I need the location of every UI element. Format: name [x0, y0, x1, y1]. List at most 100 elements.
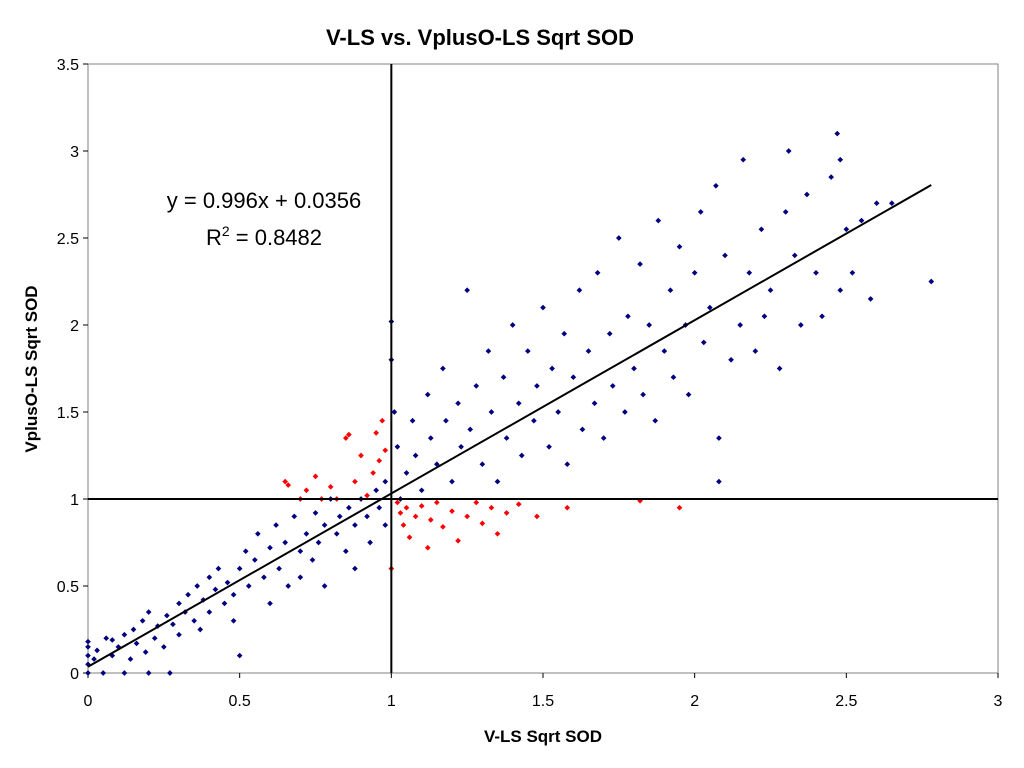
data-point [443, 417, 449, 424]
data-point [245, 583, 252, 589]
trendline-layer [87, 184, 932, 668]
data-point [412, 452, 419, 459]
data-point [312, 473, 319, 480]
data-point [700, 339, 707, 346]
data-point [121, 670, 128, 676]
x-tick-label: 1 [387, 693, 396, 710]
trendline-equation: y = 0.996x + 0.0356 [167, 188, 362, 213]
data-point [409, 417, 416, 424]
data-point [382, 447, 389, 454]
data-point [309, 557, 316, 563]
data-point [373, 430, 379, 436]
data-point [676, 243, 683, 250]
data-point [252, 557, 258, 563]
data-point [740, 156, 747, 163]
data-point [691, 269, 698, 276]
y-tick-label: 2 [70, 318, 79, 335]
data-point [109, 637, 116, 643]
data-point [382, 478, 389, 485]
data-point [418, 487, 425, 494]
data-point [622, 409, 628, 415]
plot-area [87, 63, 999, 674]
data-point [576, 287, 583, 294]
data-point [427, 517, 434, 523]
data-point [561, 330, 568, 337]
chart-title: V-LS vs. VplusO-LS Sqrt SOD [326, 25, 634, 50]
data-point [776, 365, 783, 372]
data-point [424, 391, 431, 398]
data-point [637, 261, 643, 267]
data-point [379, 417, 386, 424]
data-point [722, 252, 728, 259]
data-point [837, 287, 844, 294]
y-tick-label: 2.5 [57, 231, 79, 248]
data-point [473, 383, 480, 389]
data-point [828, 174, 834, 180]
data-point [285, 482, 292, 488]
data-point [176, 631, 182, 638]
data-point [455, 537, 461, 544]
y-tick-label: 3.5 [57, 57, 79, 74]
data-point [564, 504, 571, 511]
data-point [297, 548, 304, 555]
data-point [242, 548, 249, 555]
data-point [352, 565, 358, 572]
data-point [212, 586, 219, 593]
data-point [761, 313, 768, 320]
x-tick-label: 2.5 [835, 693, 857, 710]
data-point [343, 548, 349, 555]
data-point [194, 583, 201, 589]
data-point [367, 539, 373, 546]
data-point [515, 501, 522, 508]
data-point [327, 483, 334, 490]
data-point [282, 539, 288, 546]
data-point [255, 530, 261, 537]
data-point [449, 478, 455, 485]
data-point [352, 522, 358, 528]
data-point [804, 191, 810, 198]
data-point [400, 522, 407, 528]
data-point [315, 539, 322, 546]
data-point [585, 348, 592, 354]
r-squared-value: = 0.8482 [230, 225, 322, 250]
data-point [346, 504, 352, 511]
data-point [546, 443, 552, 450]
data-point [464, 513, 470, 520]
data-point [285, 583, 292, 589]
data-point [455, 400, 461, 407]
y-tick-label: 3 [70, 144, 79, 161]
data-point [782, 209, 789, 215]
x-tick-label: 3 [994, 693, 1003, 710]
data-point [412, 513, 419, 520]
data-point [236, 652, 243, 659]
data-point [358, 452, 364, 459]
data-point [206, 574, 213, 581]
data-point [133, 640, 140, 647]
data-point [333, 530, 340, 537]
data-point [843, 226, 850, 233]
data-point [631, 365, 637, 372]
data-point [418, 503, 425, 509]
data-point [391, 409, 398, 415]
data-point [464, 287, 470, 294]
data-point [549, 365, 555, 372]
data-point [130, 626, 137, 633]
data-point [397, 510, 404, 516]
data-point [215, 565, 222, 572]
data-point [151, 635, 158, 642]
data-point [94, 647, 100, 654]
data-point [503, 435, 510, 441]
data-point [697, 209, 704, 215]
data-point [889, 200, 895, 207]
data-point [267, 600, 273, 607]
data-point [221, 600, 228, 607]
data-point [606, 330, 613, 337]
data-point [85, 652, 91, 659]
data-point [261, 574, 267, 581]
x-tick-label: 0.5 [229, 693, 251, 710]
data-point [364, 513, 370, 520]
data-point [197, 626, 204, 633]
data-point [667, 287, 674, 294]
data-point [291, 513, 298, 520]
data-point [103, 635, 110, 642]
